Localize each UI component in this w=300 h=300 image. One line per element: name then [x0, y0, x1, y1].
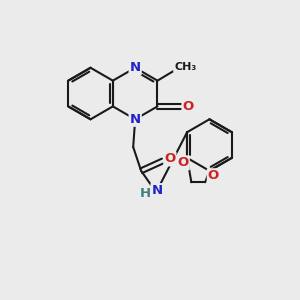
Text: N: N	[152, 184, 163, 197]
Text: N: N	[130, 61, 141, 74]
Text: CH₃: CH₃	[174, 62, 196, 72]
Text: O: O	[164, 152, 176, 165]
Text: O: O	[208, 169, 219, 182]
Text: N: N	[130, 113, 141, 126]
Text: O: O	[183, 100, 194, 113]
Text: O: O	[178, 156, 189, 170]
Text: H: H	[140, 187, 151, 200]
